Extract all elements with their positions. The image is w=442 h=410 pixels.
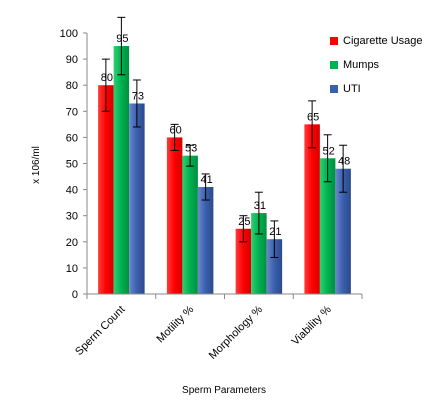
data-label: 73 — [132, 90, 144, 102]
data-label: 48 — [338, 156, 350, 168]
bar — [235, 228, 252, 294]
bar — [129, 103, 145, 294]
legend: Cigarette Usage Mumps UTI — [330, 35, 423, 95]
bar — [251, 213, 267, 294]
data-label: 80 — [101, 72, 113, 84]
data-label: 52 — [323, 145, 335, 157]
legend-swatch — [330, 37, 338, 45]
x-tick-label: Viability % — [290, 303, 334, 347]
bar — [197, 186, 214, 294]
data-label: 41 — [201, 174, 213, 186]
x-tick-label: Motility % — [154, 303, 196, 345]
legend-label: Cigarette Usage — [343, 35, 423, 47]
y-tick-label: 60 — [66, 132, 78, 144]
data-label: 31 — [254, 200, 266, 212]
y-tick-label: 40 — [66, 185, 78, 197]
bar — [335, 168, 351, 294]
y-tick-label: 20 — [66, 237, 78, 249]
data-label: 65 — [307, 111, 319, 123]
bar — [182, 155, 198, 294]
x-axis-title: Sperm Parameters — [182, 385, 266, 396]
y-tick-label: 100 — [60, 28, 78, 40]
data-label: 60 — [170, 124, 182, 136]
y-tick-label: 70 — [66, 106, 78, 118]
y-tick-label: 90 — [66, 54, 78, 66]
bar — [304, 124, 320, 294]
y-tick-label: 0 — [72, 289, 78, 301]
y-axis: 0 10 20 30 40 50 60 70 80 90 100 — [60, 28, 88, 301]
y-tick-label: 80 — [66, 80, 78, 92]
data-label: 25 — [238, 216, 250, 228]
x-axis: Sperm Count Motility % Morphology % Viabili… — [73, 293, 363, 362]
bar — [113, 46, 130, 294]
data-label: 53 — [185, 143, 197, 155]
y-tick-label: 50 — [66, 159, 78, 171]
data-label: 21 — [269, 226, 281, 238]
x-tick-label: Morphology % — [207, 303, 265, 361]
legend-swatch — [330, 85, 338, 93]
y-axis-title: x 106/ml — [31, 146, 42, 184]
bar — [266, 239, 283, 294]
legend-label: UTI — [343, 83, 361, 95]
y-tick-label: 30 — [66, 211, 78, 223]
data-label: 95 — [116, 33, 128, 45]
y-tick-label: 10 — [66, 263, 78, 275]
legend-swatch — [330, 61, 338, 69]
bar — [98, 85, 114, 294]
x-tick-label: Sperm Count — [73, 304, 127, 358]
legend-label: Mumps — [343, 59, 380, 71]
bar — [319, 158, 336, 294]
bar — [166, 137, 183, 294]
